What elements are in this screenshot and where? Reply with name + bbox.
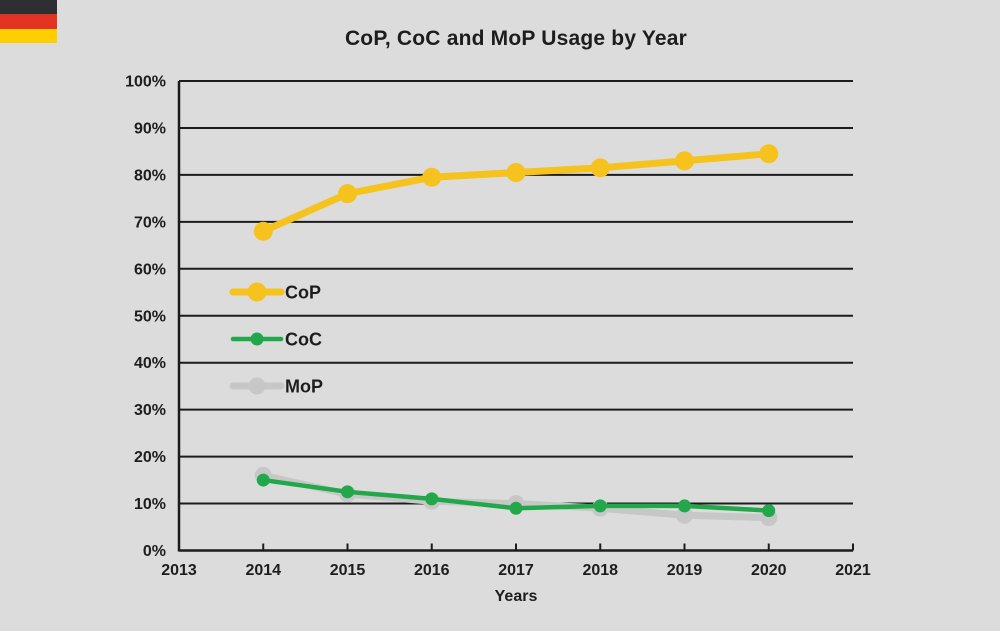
x-axis-tick-label: 2020: [751, 562, 787, 579]
x-axis-title: Years: [495, 588, 538, 605]
y-axis-tick-label: 40%: [134, 355, 166, 372]
y-axis-tick-label: 30%: [134, 402, 166, 419]
series-coc-marker: [678, 499, 691, 513]
y-axis-tick-label: 10%: [134, 496, 166, 513]
series-coc-marker: [425, 492, 439, 506]
y-axis-tick-label: 20%: [134, 449, 166, 466]
legend-cop-marker: [247, 282, 267, 302]
x-axis-tick-label: 2019: [667, 562, 703, 579]
x-axis-tick-label: 2018: [582, 562, 618, 579]
series-cop-marker: [338, 184, 357, 204]
x-axis-tick-label: 2015: [330, 562, 366, 579]
x-axis-tick-label: 2013: [161, 562, 197, 579]
chart-title: CoP, CoC and MoP Usage by Year: [344, 27, 688, 50]
flag-stripe-red: [0, 14, 57, 29]
series-cop-marker: [422, 167, 442, 187]
series-cop-marker: [759, 144, 779, 164]
series-coc-marker: [762, 504, 776, 518]
series-mop-marker: [676, 506, 693, 524]
x-axis-tick-label: 2017: [498, 562, 534, 579]
legend-coc-label: CoC: [285, 330, 322, 350]
legend-mop-marker: [248, 377, 266, 395]
y-axis-tick-label: 50%: [134, 308, 166, 325]
legend-coc-marker: [250, 332, 264, 346]
series-coc-marker: [509, 501, 523, 515]
legend-cop-label: CoP: [285, 283, 321, 303]
y-axis-tick-label: 70%: [134, 214, 166, 231]
legend-mop-label: MoP: [285, 377, 323, 397]
y-axis-tick-label: 90%: [134, 120, 166, 137]
series-coc-marker: [593, 499, 607, 513]
series-coc-marker: [256, 473, 270, 487]
x-axis-tick-label: 2014: [245, 562, 281, 579]
x-axis-tick-label: 2021: [835, 562, 871, 579]
y-axis-tick-label: 60%: [134, 261, 166, 278]
y-axis-tick-label: 80%: [134, 167, 166, 184]
series-cop-marker: [675, 151, 694, 171]
flag-stripe-gold: [0, 28, 57, 43]
series-coc-marker: [341, 485, 354, 499]
y-axis-tick-label: 0%: [143, 543, 166, 560]
series-cop-marker: [590, 158, 610, 178]
series-cop-marker: [253, 221, 273, 241]
flag-stripe-black: [0, 0, 57, 15]
x-axis-tick-label: 2016: [414, 562, 450, 579]
germany-flag-icon: [0, 0, 57, 43]
y-axis-tick-label: 100%: [125, 74, 166, 91]
series-cop-marker: [506, 163, 526, 183]
